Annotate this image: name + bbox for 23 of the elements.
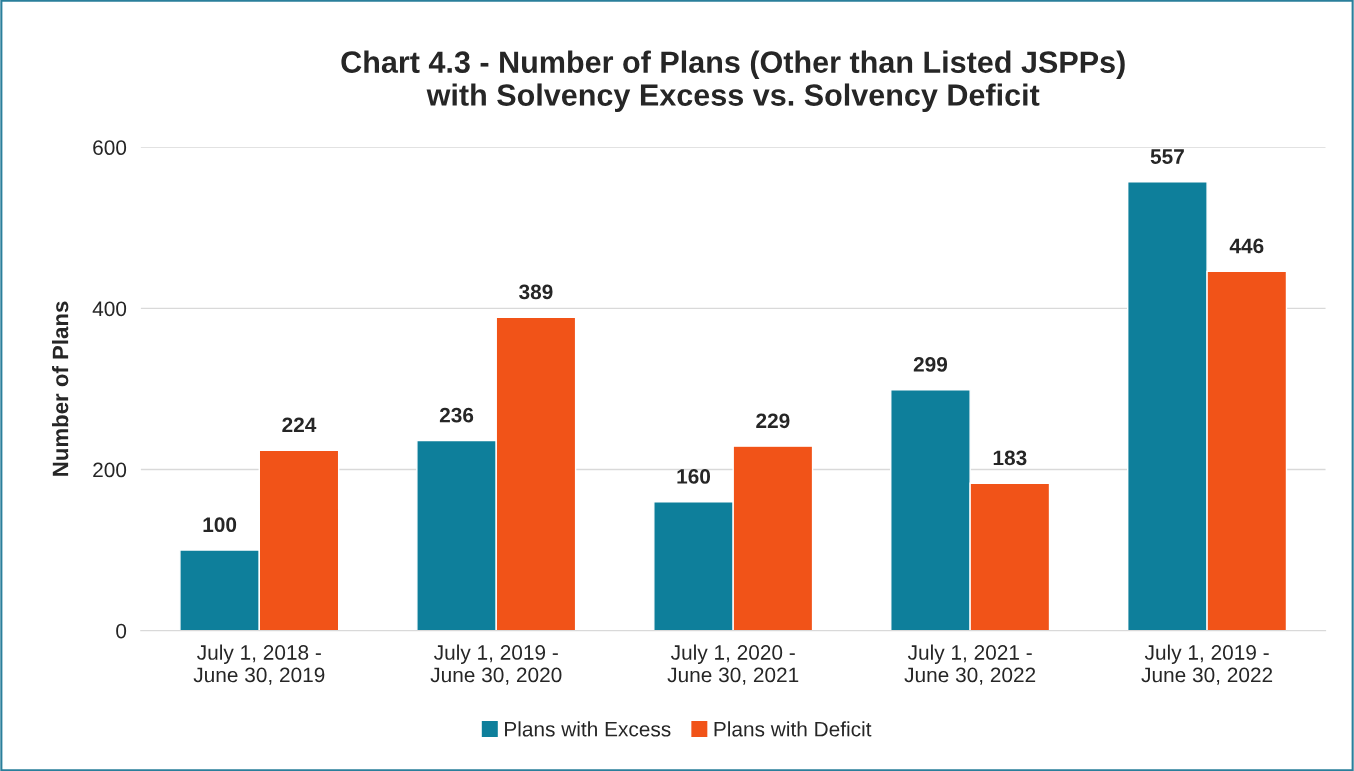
data-label: 389 bbox=[519, 284, 553, 300]
data-label: 446 bbox=[1229, 238, 1264, 254]
data-label: 557 bbox=[1150, 149, 1184, 164]
data-label: 236 bbox=[439, 407, 474, 423]
x-tick-label: July 1, 2021 - June 30, 2022 bbox=[904, 644, 1036, 685]
legend-label: Plans with Deficit bbox=[714, 721, 872, 737]
data-label: 183 bbox=[993, 450, 1027, 466]
x-tick-label: July 1, 2019 - June 30, 2022 bbox=[1141, 644, 1273, 685]
y-tick-label: 400 bbox=[92, 301, 127, 317]
data-label: 299 bbox=[913, 357, 948, 372]
data-label: 160 bbox=[677, 469, 711, 484]
y-tick-label: 0 bbox=[116, 623, 127, 639]
data-label: 229 bbox=[756, 413, 790, 429]
data-label: 224 bbox=[282, 417, 317, 432]
chart-title: Chart 4.3 - Number of Plans (Other than Listed JSPPs) with Solvency Excess vs. Solvency Deficit bbox=[341, 50, 1125, 112]
y-tick-label: 200 bbox=[93, 462, 127, 478]
x-tick-label: July 1, 2018 - June 30, 2019 bbox=[193, 644, 325, 685]
legend-label: Plans with Excess bbox=[505, 721, 671, 737]
y-axis-title: Number of Plans bbox=[52, 301, 69, 476]
x-tick-label: July 1, 2020 - June 30, 2021 bbox=[667, 644, 799, 685]
x-tick-label: July 1, 2019 - June 30, 2020 bbox=[430, 644, 562, 685]
y-tick-label: 600 bbox=[93, 140, 127, 156]
data-label: 100 bbox=[203, 517, 237, 533]
